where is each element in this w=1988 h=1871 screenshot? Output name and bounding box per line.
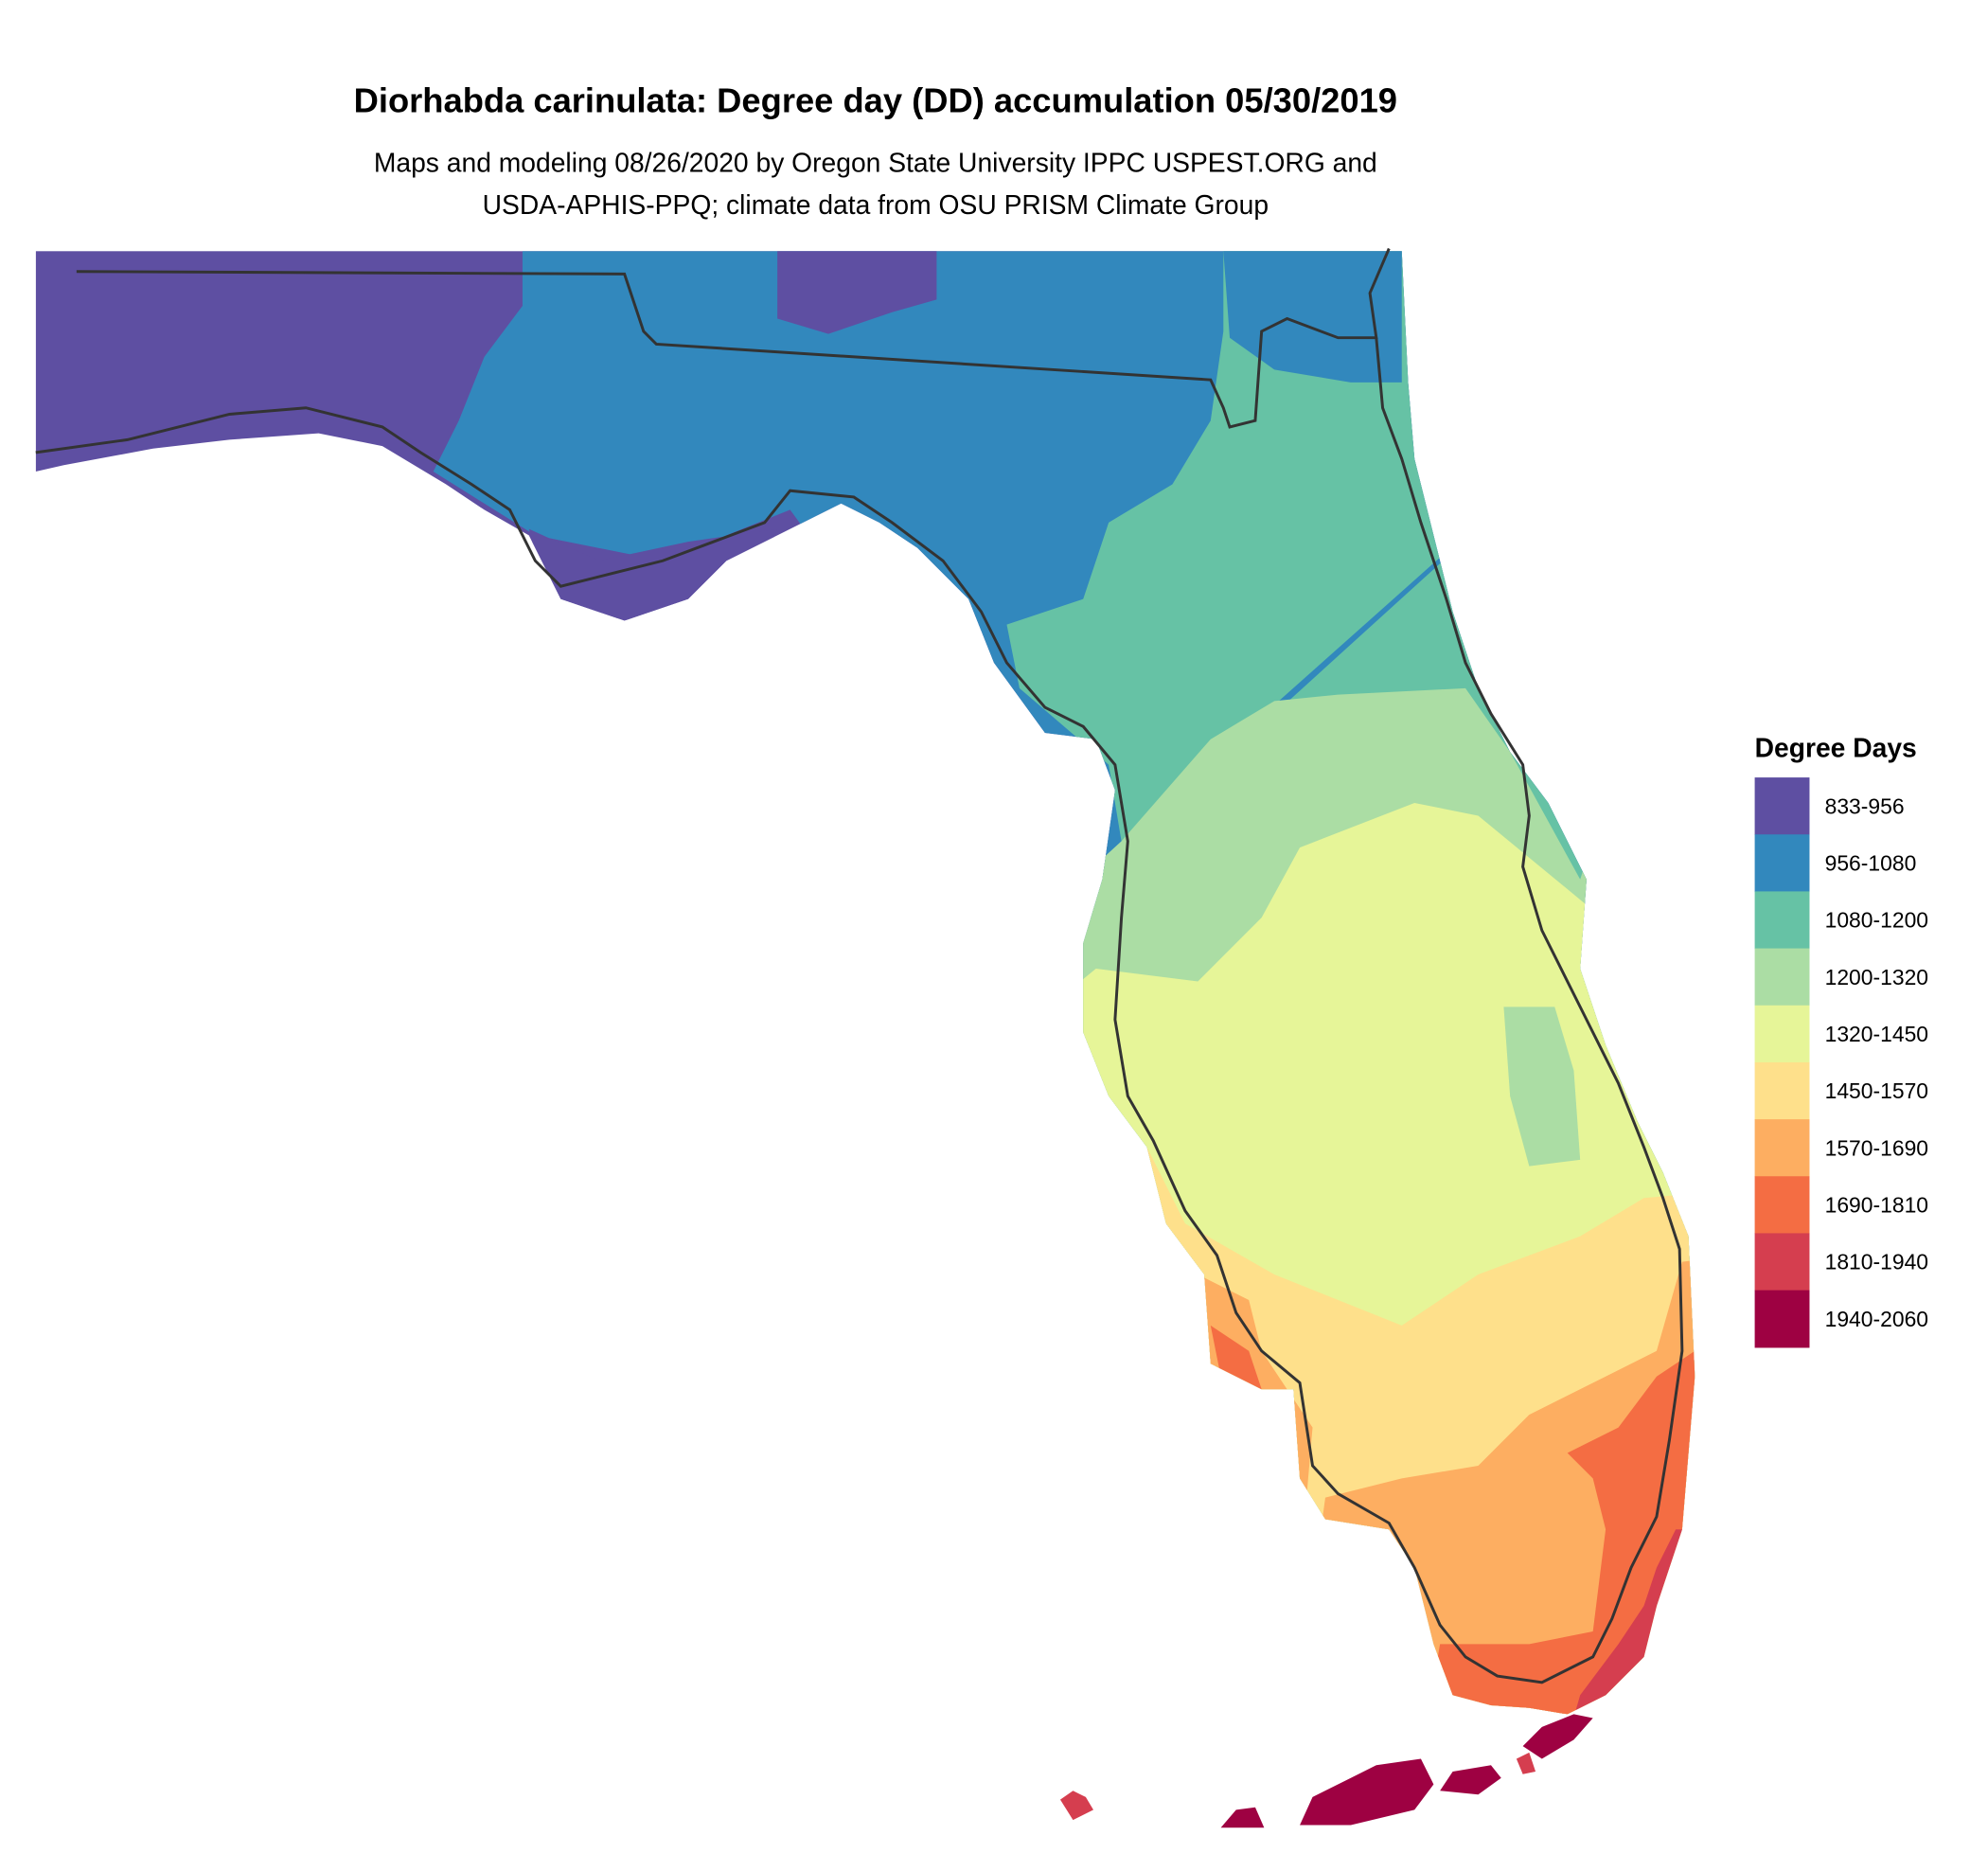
- florida-keys: [1059, 1714, 1593, 1828]
- legend-swatch: [1754, 1290, 1810, 1348]
- legend-swatch: [1754, 1119, 1810, 1177]
- key-island: [1440, 1765, 1501, 1795]
- legend-label: 1810-1940: [1825, 1250, 1928, 1274]
- legend-label: 1200-1320: [1825, 965, 1928, 989]
- legend-label: 1450-1570: [1825, 1078, 1928, 1103]
- key-island: [1220, 1807, 1265, 1828]
- legend-label: 956-1080: [1825, 850, 1917, 875]
- band-833-956: [528, 528, 778, 625]
- legend-swatch: [1754, 1061, 1810, 1120]
- band-833-956: [777, 251, 937, 334]
- legend-label: 1320-1450: [1825, 1022, 1928, 1046]
- legend-swatch: [1754, 1005, 1810, 1063]
- key-island: [1300, 1758, 1434, 1826]
- map-title: Diorhabda carinulata: Degree day (DD) ac…: [354, 80, 1397, 119]
- map-subtitle-line-2: USDA-APHIS-PPQ; climate data from OSU PR…: [483, 189, 1269, 220]
- key-island: [1516, 1752, 1536, 1774]
- legend-swatch: [1754, 948, 1810, 1007]
- legend: Degree Days 833-956 956-1080 1080-1200 1200…: [1754, 733, 1928, 1348]
- map-subtitle-line-1: Maps and modeling 08/26/2020 by Oregon S…: [374, 148, 1377, 178]
- legend-swatch: [1754, 1176, 1810, 1235]
- legend-label: 1570-1690: [1825, 1135, 1928, 1160]
- legend-label: 1940-2060: [1825, 1307, 1928, 1331]
- legend-swatch: [1754, 777, 1810, 835]
- state-boundary: [76, 247, 1391, 429]
- legend-label: 1690-1810: [1825, 1192, 1928, 1217]
- degree-day-raster: [35, 251, 1695, 1715]
- band-1570-1690: [35, 1274, 1313, 1715]
- band-956-1080: [1223, 251, 1402, 383]
- coastline: [35, 337, 1684, 1684]
- legend-title: Degree Days: [1755, 733, 1917, 763]
- band-1200-1320: [1503, 1007, 1581, 1167]
- legend-label: 833-956: [1825, 793, 1905, 818]
- legend-swatch: [1754, 891, 1810, 950]
- key-island: [1522, 1714, 1593, 1759]
- legend-swatch: [1754, 1233, 1810, 1292]
- legend-swatch: [1754, 834, 1810, 893]
- key-island: [1059, 1791, 1093, 1821]
- legend-label: 1080-1200: [1825, 908, 1928, 933]
